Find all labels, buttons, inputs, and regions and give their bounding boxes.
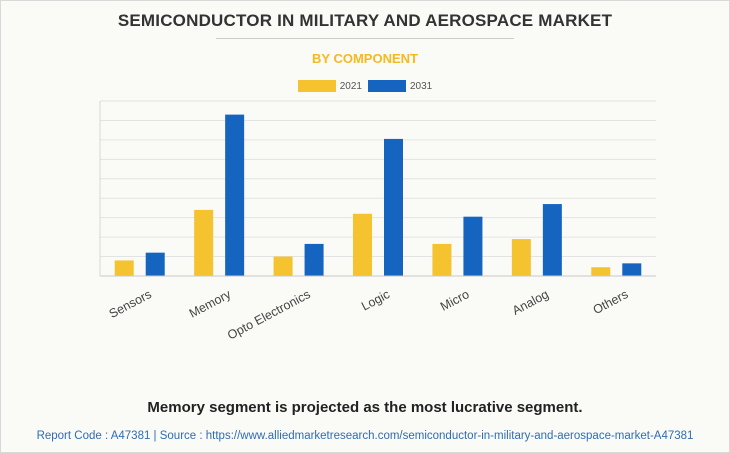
x-tick-label: Logic [359,287,392,313]
legend-swatch-2031 [368,80,406,92]
bar-2031 [542,204,562,276]
bar-2031 [145,252,165,276]
bar-2021 [591,267,611,276]
conclusion-text: Memory segment is projected as the most … [147,399,583,416]
source-text: Report Code : A47381 | Source : https://… [36,430,694,442]
x-tick-label: Others [591,287,631,317]
bar-2031 [384,138,403,276]
chart-title: SEMICONDUCTOR IN MILITARY AND AEROSPACE … [117,11,613,30]
bar-2031 [622,263,642,276]
title-divider [216,38,514,39]
bars [114,114,642,276]
x-tick-label: Memory [187,287,234,321]
bar-2021 [194,209,214,276]
axes [99,101,656,277]
x-tick-label: Sensors [107,287,154,321]
x-tick-label: Opto Electronics [225,287,313,342]
legend: 2021 2031 [0,80,730,92]
legend-item-2021: 2021 [297,80,362,92]
gridlines [100,100,656,258]
legend-swatch-2021 [297,80,336,92]
chart-subtitle: BY COMPONENT [312,51,418,66]
bar-2031 [225,114,245,276]
bar-2021 [432,243,452,276]
x-tick-label: Analog [510,287,551,318]
bar-2021 [353,213,372,276]
bar-2021 [511,239,531,276]
bar-2021 [114,260,134,276]
bar-2021 [273,256,293,276]
bar-2031 [463,216,483,276]
legend-label-2031: 2031 [410,80,433,92]
legend-item-2031: 2031 [368,80,432,92]
legend-label-2021: 2021 [339,80,362,92]
x-tick-label: Micro [438,287,472,314]
bar-2031 [304,243,324,276]
